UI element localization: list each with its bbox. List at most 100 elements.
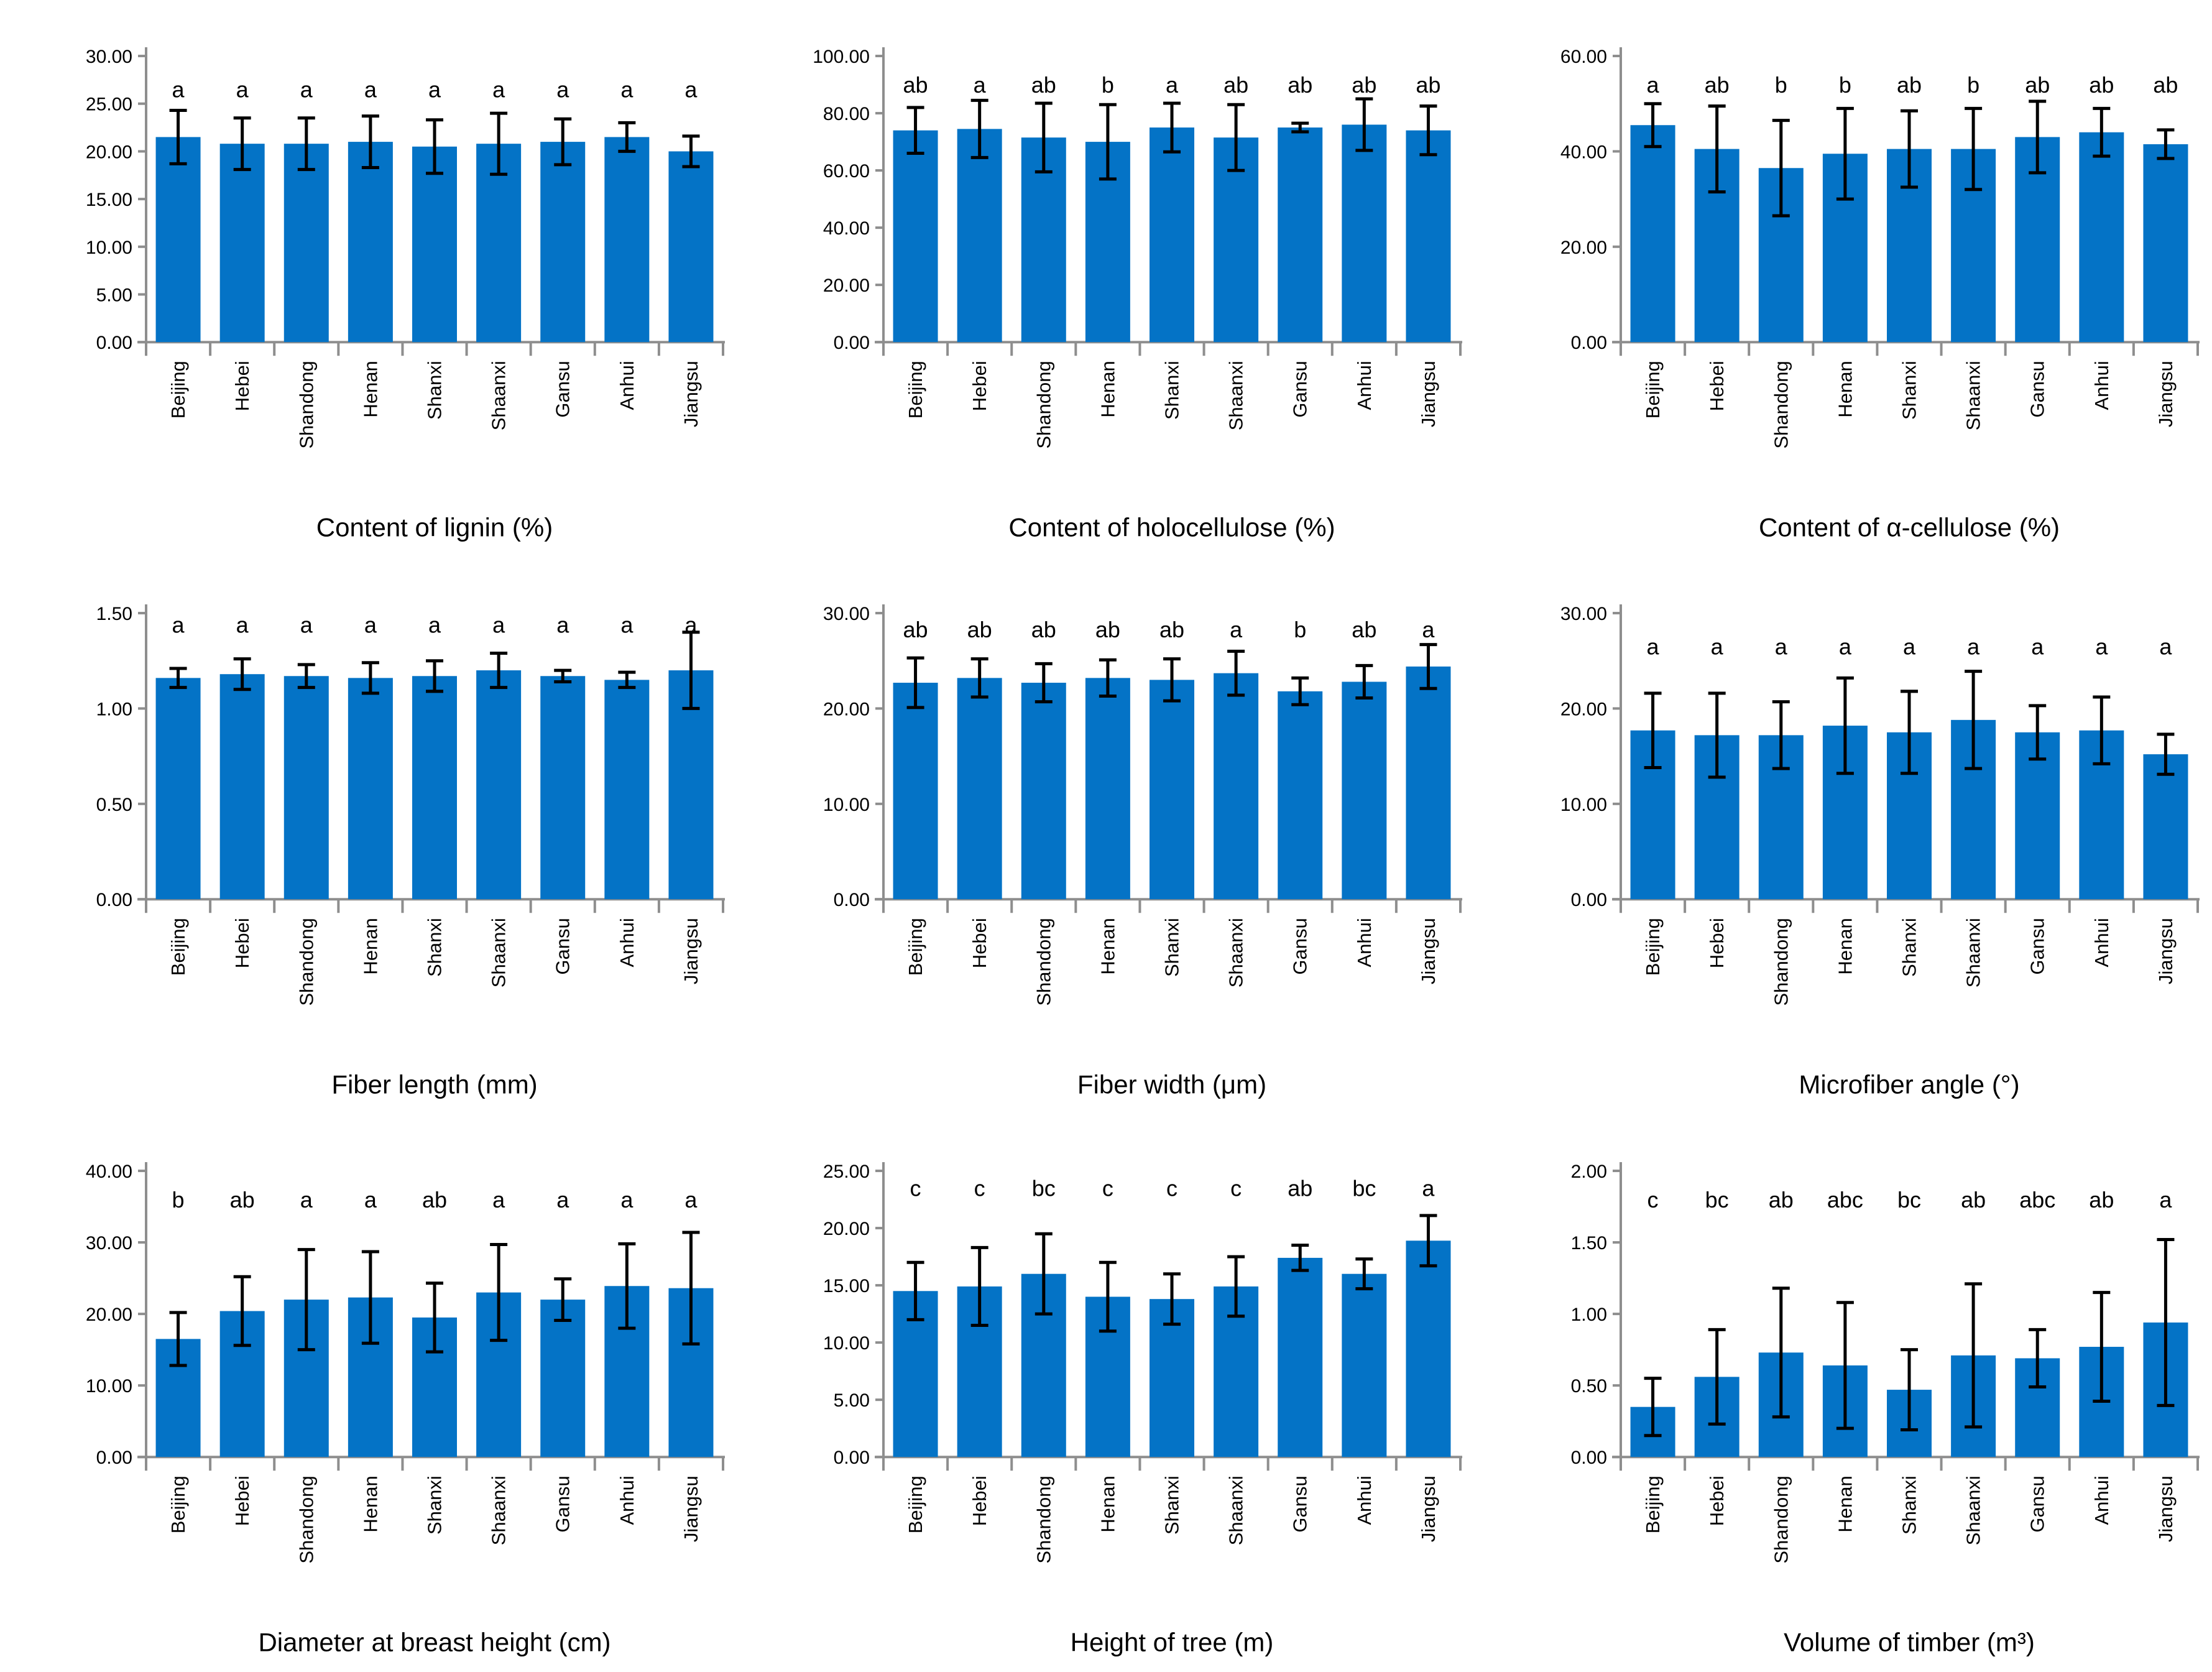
category-label-anhui: Anhui [1353,1476,1375,1525]
y-tick-label: 0.00 [1571,333,1607,353]
category-label-anhui: Anhui [2091,361,2113,410]
category-label-beijing: Beijing [167,361,189,418]
error-bars [906,97,1437,181]
y-tick-label: 60.00 [823,161,870,182]
chart-svg: 0.00 10.00 20.00 30.00 40.00 b ab a a ab a a a a Beiji… [86,1162,725,1656]
category-labels: Beijing Hebei Shandong Henan Shanxi Shaanxi Ga… [905,361,1439,448]
significance-letter: ab [2025,72,2050,98]
y-tick-label: 10.00 [823,1333,870,1354]
significance-letter: ab [1352,72,1376,98]
y-tick-label: 1.50 [96,604,132,624]
significance-letter: b [1102,72,1114,98]
chart-title: Content of holocellulose (%) [1008,512,1335,542]
y-tick-label: 1.50 [1571,1233,1607,1254]
significance-letter: ab [2153,72,2178,98]
significance-letter: a [974,72,987,98]
bars [1630,125,2188,343]
y-tick-label: 20.00 [823,275,870,296]
category-label-henan: Henan [1834,361,1856,417]
chart-svg: 0.00 10.00 20.00 30.00 a a a a a a a a a Beijing Hebei… [1560,604,2200,1099]
chart-panel-2: 0.00 20.00 40.00 60.00 80.00 100.00 ab a ab b a ab a… [737,0,1475,557]
significance-letter: a [2159,634,2172,660]
y-tick-label: 0.00 [834,1448,870,1468]
category-label-anhui: Anhui [1353,918,1375,968]
bar-gansu [1278,127,1323,343]
bar-anhui [1342,1273,1387,1457]
category-label-anhui: Anhui [616,361,638,410]
bar-shanxi [412,146,457,343]
category-label-hebei: Hebei [231,918,253,969]
significance-letter: a [556,77,569,103]
significance-letter: ab [1705,72,1730,98]
error-bars [906,1213,1437,1333]
y-tick-label: 0.00 [96,1448,132,1468]
bar-shanxi [1150,127,1194,343]
significance-letter: ab [1961,1187,1986,1212]
category-label-beijing: Beijing [905,918,926,976]
chart-svg: 0.00 0.50 1.00 1.50 2.00 c bc ab abc bc ab abc ab a Be… [1571,1162,2200,1656]
y-tick-label: 0.00 [1571,1448,1607,1468]
category-label-henan: Henan [359,361,381,417]
bar-shaanxi [1214,673,1259,900]
error-bars [1644,1237,2175,1437]
significance-letter: a [428,612,441,638]
chart-title: Fiber length (mm) [331,1070,537,1099]
significance-letter: ab [1416,72,1440,98]
significance-letter: c [1102,1175,1113,1201]
significance-letter: a [620,77,634,103]
y-tick-label: 20.00 [86,142,132,162]
significance-letter: ab [903,72,928,98]
chart-panel-4: 0.00 0.50 1.00 1.50 a a a a a a a a a Beijing Hebei Sha… [0,557,737,1114]
x-axis [875,341,1462,356]
y-tick-label: 20.00 [823,1219,870,1239]
significance-letter: a [1775,634,1788,660]
category-label-anhui: Anhui [2091,1476,2113,1525]
x-axis [1612,1455,2200,1471]
category-label-henan: Henan [1834,1476,1856,1532]
significance-letter: b [1967,72,1979,98]
y-tick-label: 40.00 [86,1162,132,1182]
significance-letter: ab [2089,72,2114,98]
category-label-gansu: Gansu [552,918,574,975]
significance-letter: a [620,612,634,638]
y-tick-label: 10.00 [86,1376,132,1397]
category-label-shanxi: Shanxi [1899,1476,1920,1535]
chart-title: Microfiber angle (°) [1799,1070,2019,1099]
category-label-anhui: Anhui [616,918,638,968]
category-label-henan: Henan [1097,1476,1118,1532]
bar-anhui [604,680,650,900]
y-axis: 0.00 5.00 10.00 15.00 20.00 25.00 [823,1162,885,1468]
category-label-shaanxi: Shaanxi [1225,361,1247,430]
category-label-jiangsu: Jiangsu [1417,1476,1439,1542]
category-label-shanxi: Shanxi [1161,361,1183,420]
chart-title: Volume of timber (m³) [1784,1627,2035,1656]
category-label-shanxi: Shanxi [1899,918,1920,977]
bar-beijing [155,137,201,343]
bar-shanxi [412,676,457,900]
bar-henan [348,142,393,343]
error-bars [1644,670,2175,779]
category-labels: Beijing Hebei Shandong Henan Shanxi Shaanxi Ga… [167,1476,702,1563]
significance-letter: ab [1769,1187,1794,1212]
bar-gansu [1278,1257,1323,1457]
significance-letter: a [492,612,505,638]
x-axis [875,1455,1462,1471]
chart-svg: 0.00 0.50 1.00 1.50 a a a a a a a a a Beijing Hebei Sha… [96,604,725,1099]
category-label-shanxi: Shanxi [424,1476,446,1535]
bars [1630,720,2188,900]
significance-letter: b [1839,72,1851,98]
significance-letter: ab [422,1187,447,1212]
bar-shaanxi [476,670,522,900]
significance-letter: a [300,77,313,103]
chart-panel-7: 0.00 10.00 20.00 30.00 40.00 b ab a a ab a a a a Beiji… [0,1115,737,1672]
category-label-shandong: Shandong [1033,361,1054,448]
y-tick-label: 20.00 [1560,700,1607,720]
significance-letter: a [2159,1187,2172,1212]
y-tick-label: 2.00 [1571,1162,1607,1182]
error-bars [169,108,700,176]
category-label-jiangsu: Jiangsu [680,918,702,985]
